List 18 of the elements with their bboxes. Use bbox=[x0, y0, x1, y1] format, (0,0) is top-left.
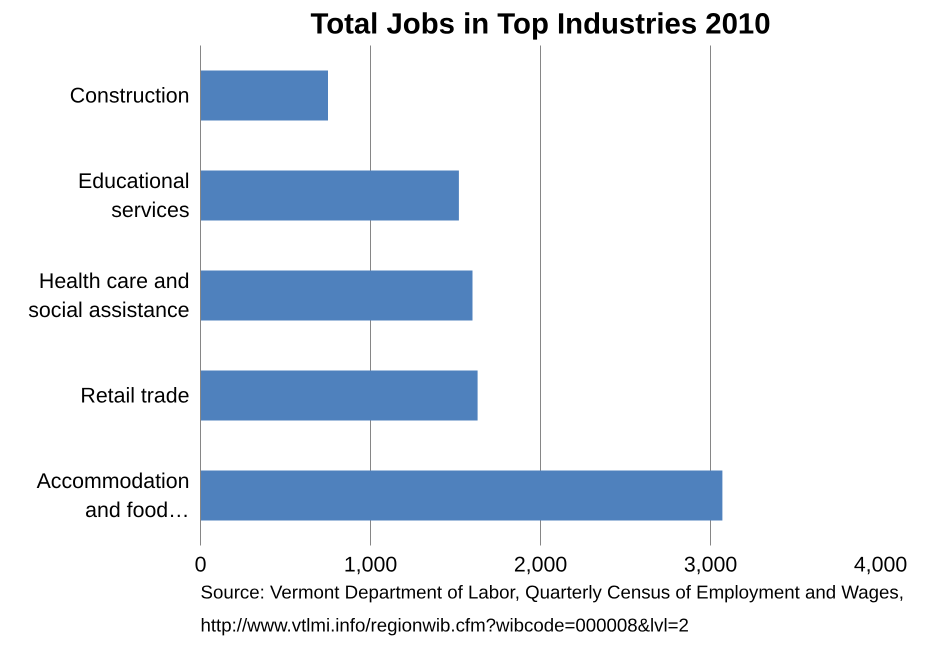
x-tick-label: 2,000 bbox=[514, 552, 568, 576]
y-tick-label: Accommodation and food… bbox=[36, 469, 190, 522]
y-tick-label: Retail trade bbox=[80, 384, 190, 408]
x-tick-label: 4,000 bbox=[854, 552, 908, 576]
chart-title: Total Jobs in Top Industries 2010 bbox=[310, 8, 771, 40]
bar bbox=[200, 370, 478, 420]
source-note: Source: Vermont Department of Labor, Quarterly Census of Employment and Wages, bbox=[200, 582, 904, 602]
x-tick-label: 0 bbox=[194, 552, 207, 576]
x-tick-label: 3,000 bbox=[684, 552, 738, 576]
x-tick-label: 1,000 bbox=[344, 552, 398, 576]
y-tick-label: Health care and social assistance bbox=[28, 269, 190, 322]
bar bbox=[200, 270, 472, 320]
y-tick-label: Educational services bbox=[78, 169, 190, 222]
text: http://www.vtlmi.info/regionwib.cfm?wibcode=000008&lvl=2 bbox=[200, 614, 689, 636]
y-tick-label: Construction bbox=[70, 84, 190, 108]
bar bbox=[200, 70, 328, 120]
bar bbox=[200, 170, 459, 220]
bar bbox=[200, 470, 722, 520]
